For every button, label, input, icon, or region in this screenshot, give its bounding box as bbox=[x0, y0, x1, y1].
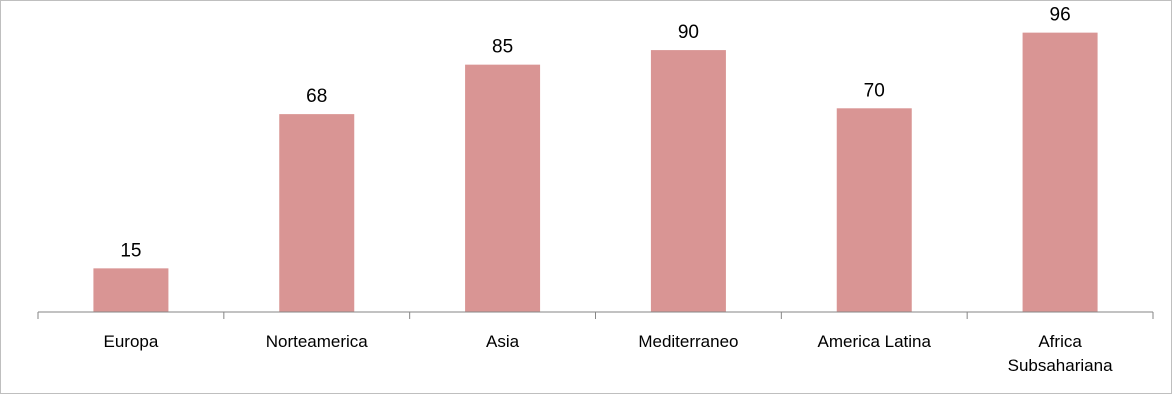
category-label: Mediterraneo bbox=[638, 332, 738, 351]
bar bbox=[1022, 32, 1098, 312]
data-label: 70 bbox=[864, 80, 885, 101]
value-labels-group: 15 68 85 90 70 96 bbox=[120, 5, 1070, 262]
category-label: Asia bbox=[486, 332, 520, 351]
category-label: Europa bbox=[104, 332, 159, 351]
data-label: 68 bbox=[306, 86, 327, 107]
data-label: 96 bbox=[1050, 5, 1071, 26]
category-labels-group: Europa Norteamerica Asia Mediterraneo Americ… bbox=[104, 332, 1114, 375]
x-axis-ticks-group bbox=[37, 312, 1154, 319]
category-label: America Latina bbox=[818, 332, 932, 351]
bar bbox=[279, 114, 355, 313]
data-label: 90 bbox=[678, 22, 699, 43]
data-label: 15 bbox=[120, 240, 141, 261]
bars-group bbox=[93, 32, 1098, 313]
bar bbox=[465, 64, 541, 313]
data-label: 85 bbox=[492, 37, 513, 58]
bar bbox=[836, 108, 912, 312]
category-label: Africa Subsahariana bbox=[1008, 332, 1113, 375]
bar bbox=[93, 268, 169, 312]
category-label: Norteamerica bbox=[266, 332, 369, 351]
bar bbox=[650, 50, 726, 312]
